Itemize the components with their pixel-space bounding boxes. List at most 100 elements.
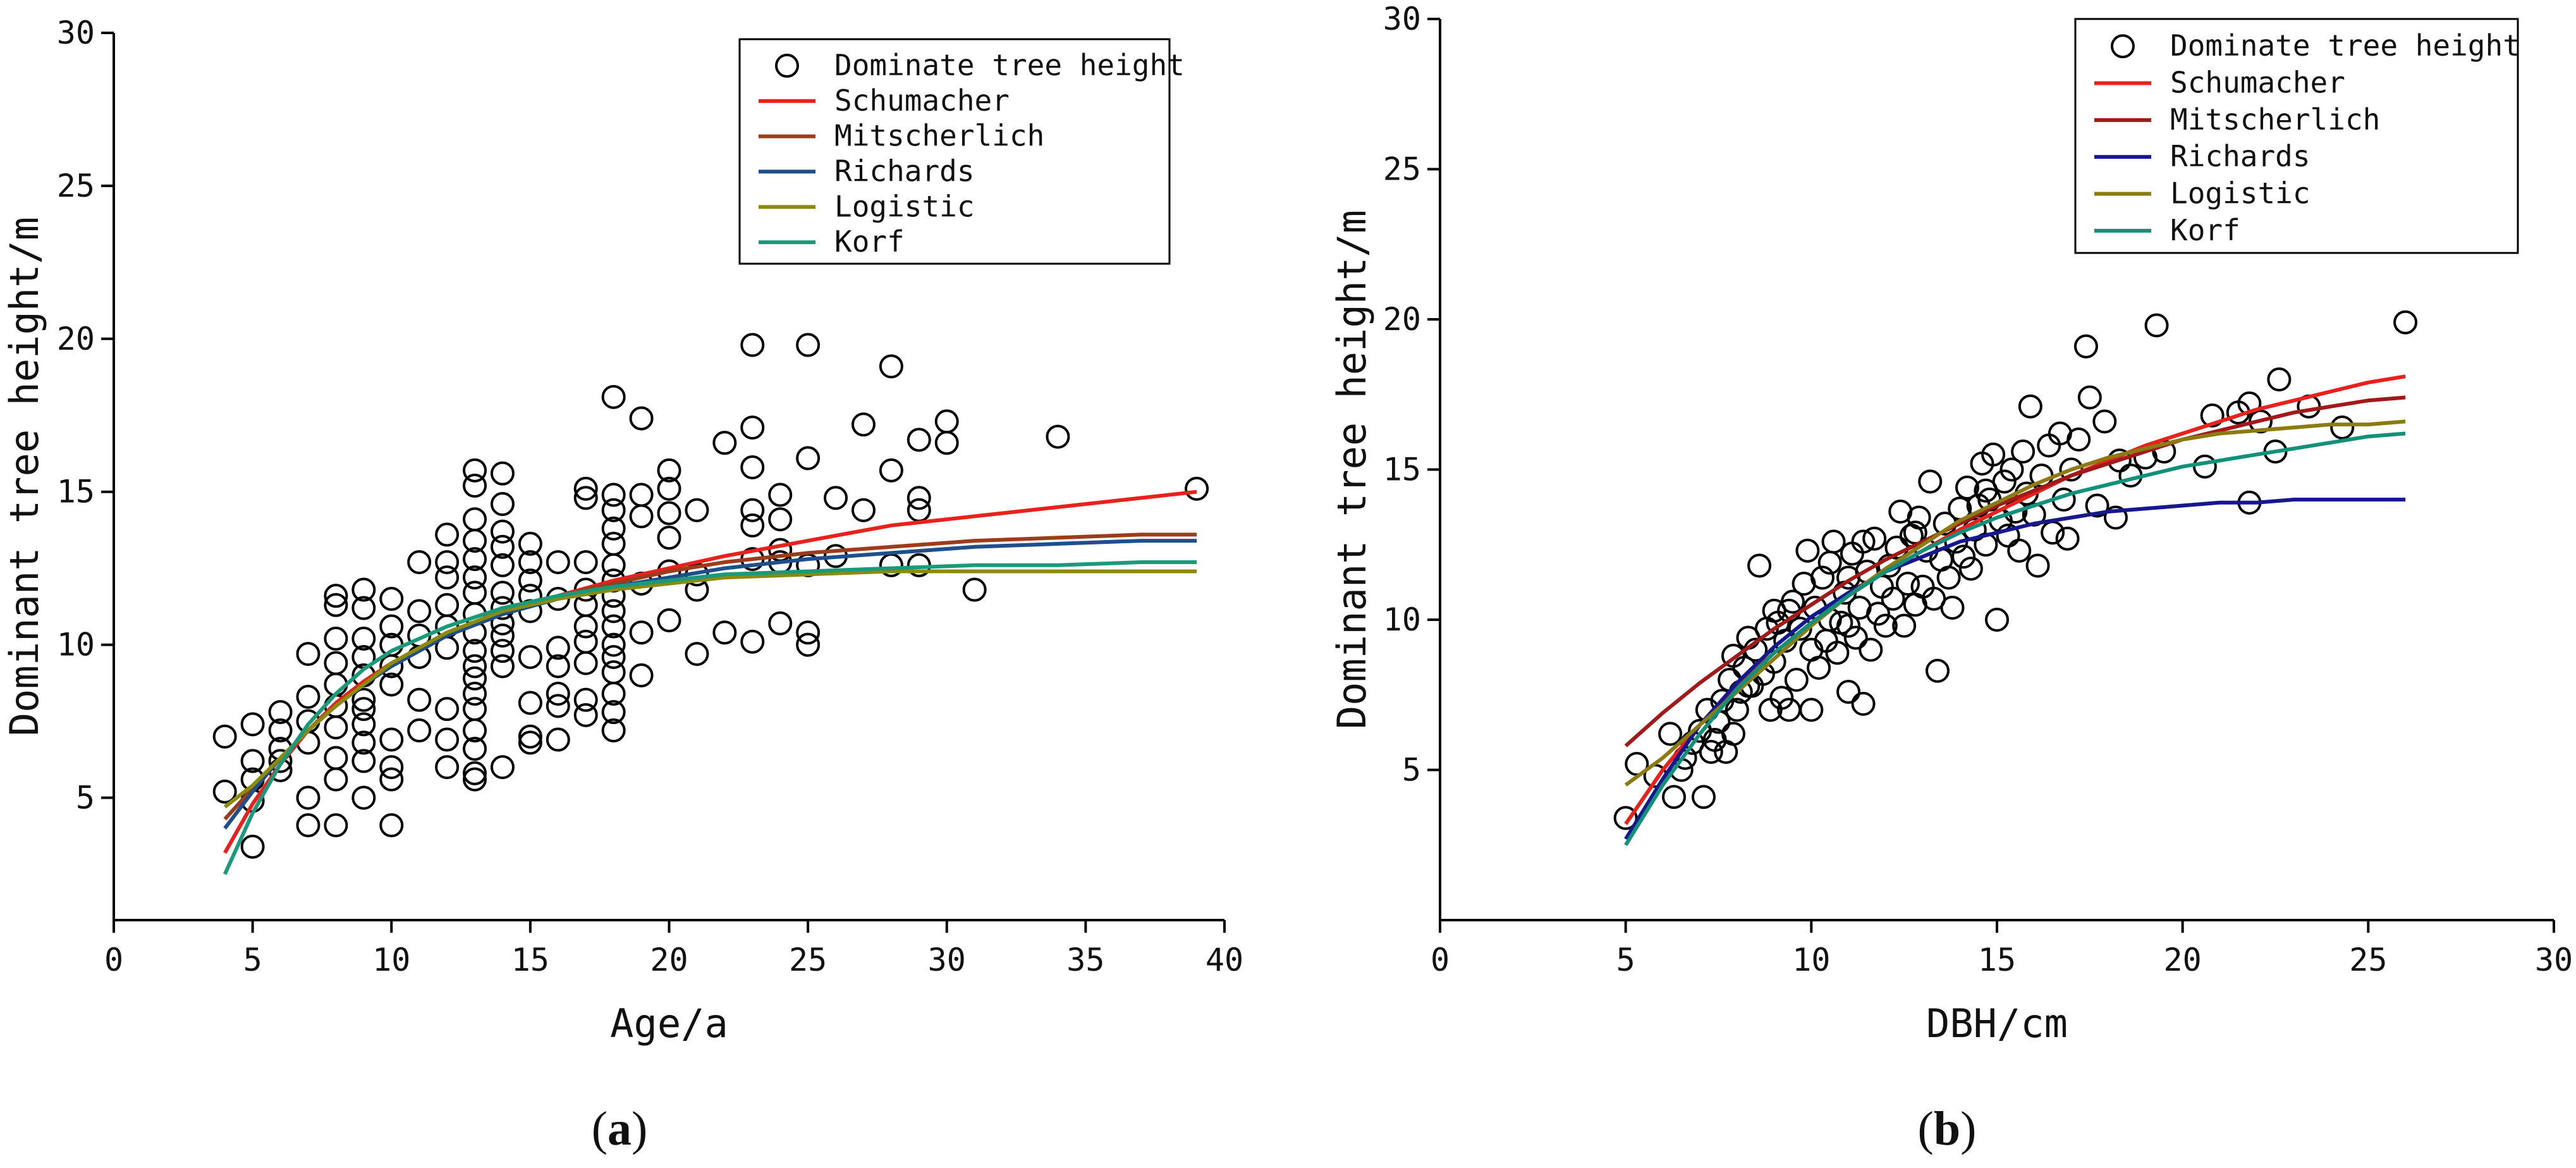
panel-a-data-point (629, 483, 654, 507)
panel-a-data-point (407, 718, 432, 743)
panel-b-curve-mitscherlich (1624, 395, 2406, 747)
panel-b-data-point (1836, 680, 1861, 704)
panel-b-data-point (1662, 785, 1687, 809)
panel-a-legend-label: Dominate tree height (834, 48, 1185, 82)
panel-a-data-point (324, 746, 348, 770)
panel-b-data-point (1981, 442, 2006, 467)
panel-a-data-point (296, 813, 320, 838)
panel-b-legend-box (2074, 18, 2519, 254)
panel-a-data-point (296, 642, 320, 667)
panel-a-data-point (546, 654, 570, 679)
panel-b-x-tick-label: 25 (2349, 942, 2387, 978)
panel-a-data-point (601, 384, 626, 409)
panel-b-y-tick-label: 25 (1383, 151, 1421, 188)
panel-a-data-point (629, 406, 654, 431)
panel-b-data-point (1851, 692, 1876, 716)
panel-a-data-point (463, 458, 487, 483)
panel-a-data-point (240, 834, 265, 859)
panel-a-data-point (490, 639, 515, 663)
panel-a-data-point (740, 455, 765, 479)
panel-a-data-point (601, 516, 626, 541)
panel-b-data-point (1958, 556, 1983, 581)
panel-a-data-point (490, 492, 515, 517)
panel-a-data-point (573, 550, 598, 574)
panel-a-data-point (463, 507, 487, 532)
panel-a-data-point (490, 553, 515, 577)
panel-a-data-point (629, 620, 654, 645)
panel-b-y-tick-label: 30 (1383, 1, 1421, 37)
panel-a-data-point (712, 620, 737, 645)
panel-a-data-point (601, 700, 626, 725)
panel-a-data-point (879, 458, 903, 483)
panel-b-data-point (2237, 391, 2262, 415)
panel-a-data-point (435, 755, 460, 780)
panel-b-data-point (1862, 526, 1887, 551)
panel-b-x-axis-title: DBH/cm (1926, 1000, 2068, 1047)
panel-a-data-point (407, 599, 432, 624)
panel-a-data-point (629, 663, 654, 687)
panel-b-legend-label: Korf (2170, 213, 2240, 247)
panel-b-data-point (2055, 526, 2080, 551)
panel-a-legend: Dominate tree heightSchumacherMitscherli… (738, 38, 1185, 265)
panel-b-curve-richards (1624, 498, 2406, 840)
panel-b-data-point (1843, 625, 1868, 650)
panel-b-x-tick-label: 20 (2164, 942, 2202, 978)
panel-a-data-point (601, 599, 626, 624)
panel-a-data-point (573, 486, 598, 510)
panel-b: 0 5 10 15 20 25 30 5 10 15 20 25 30 DBH/cm Dominant tr… (1329, 1, 2573, 1155)
panel-a-data-point (796, 446, 821, 470)
panel-b-data-point (1721, 722, 1745, 746)
panel-b-y-tick-label: 20 (1383, 301, 1421, 338)
panel-a-data-point (740, 415, 765, 440)
panel-b-curve-korf (1624, 431, 2406, 846)
panel-a-data-point (601, 718, 626, 743)
panel-a-data-point (934, 409, 959, 434)
panel-a-data-point (379, 767, 404, 792)
panel-a-data-point (768, 507, 793, 532)
panel-b-data-point (2011, 440, 2036, 464)
panel-a-y-tick-label: 15 (57, 474, 95, 510)
panel-b-y-tick-label: 15 (1383, 452, 1421, 488)
panel-b-data-point (1881, 586, 1905, 611)
panel-a-data-point (379, 813, 404, 838)
panel-b-data-point (1873, 613, 1898, 638)
panel-a-data-point (740, 498, 765, 522)
panel-b-data-point (2085, 493, 2109, 518)
panel-b-data-point (2092, 409, 2117, 434)
panel-b-data-point (1926, 658, 1950, 683)
panel-a-x-tick-label: 0 (104, 942, 123, 978)
panel-b-x-tick-label: 15 (1978, 942, 2016, 978)
panel-b-legend-label: Richards (2170, 139, 2310, 173)
panel-a-x-tick-label: 30 (928, 942, 966, 978)
panel-b-data-point (2144, 313, 2169, 338)
panel-a-data-point (518, 730, 542, 755)
panel-a-data-point (601, 632, 626, 657)
panel-a-data-point (463, 767, 487, 792)
panel-a-legend-box (738, 38, 1171, 265)
panel-b-data-point (1851, 529, 1876, 554)
panel-a-data-point (601, 531, 626, 556)
panel-a-data-point (463, 697, 487, 722)
panel-a-data-point (546, 694, 570, 718)
panel-a-data-point (546, 636, 570, 660)
panel-b-data-point (2393, 310, 2418, 335)
panel-a-data-point (463, 761, 487, 785)
panel-a-data-point (379, 672, 404, 697)
panel-b-data-point (1825, 641, 1850, 665)
panel-a-data-point (324, 626, 348, 651)
panel-a-data-point (657, 608, 681, 632)
panel-a-data-point (296, 684, 320, 709)
panel-a-data-point (490, 755, 515, 780)
panel-a-data-point (351, 712, 376, 737)
panel-b-data-point (2007, 538, 2032, 563)
panel-a-x-tick-label: 15 (511, 942, 549, 978)
panel-a-data-point (268, 749, 293, 773)
panel-a-data-point (906, 486, 931, 510)
panel-b-data-point (1724, 698, 1749, 722)
panel-b-legend-marker (2111, 34, 2135, 59)
panel-a-data-point (435, 593, 460, 617)
panel-a-data-point (490, 624, 515, 648)
panel-a-data-point (573, 687, 598, 712)
